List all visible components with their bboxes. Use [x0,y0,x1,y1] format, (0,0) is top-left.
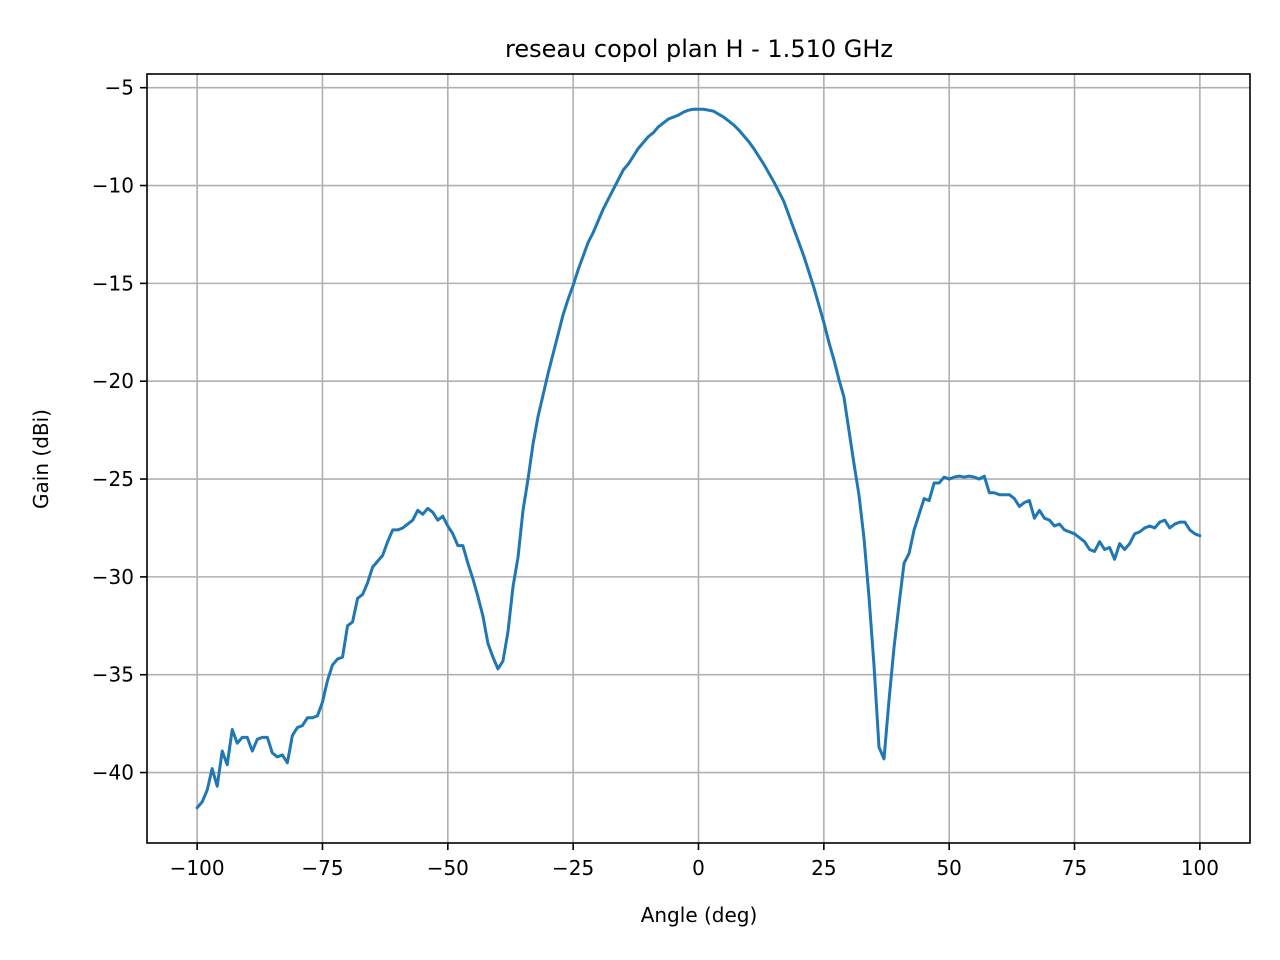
y-axis: −40 −35 −30 −25 −20 −15 −10 −5 [92,76,147,785]
x-tick-label: −100 [170,856,225,880]
y-tick-label: −25 [92,467,134,491]
y-axis-title: Gain (dBi) [29,409,53,509]
series-layer [195,107,1202,810]
y-tick-label: −35 [92,663,134,687]
x-tick-label: −50 [427,856,469,880]
y-tick-label: −30 [92,565,134,589]
y-tick-label: −40 [92,761,134,785]
y-tick-label: −15 [92,271,134,295]
x-tick-label: 25 [811,856,836,880]
y-tick-label: −5 [105,76,134,100]
y-tick-label: −10 [92,174,134,198]
x-axis-title: Angle (deg) [641,903,758,927]
gain-series-line [195,107,1202,810]
x-tick-label: −75 [301,856,343,880]
x-tick-label: 100 [1181,856,1219,880]
x-tick-label: 75 [1062,856,1087,880]
x-axis: −100 −75 −50 −25 0 25 50 75 100 [170,843,1219,880]
y-tick-label: −20 [92,369,134,393]
chart-title: reseau copol plan H - 1.510 GHz [505,35,893,63]
x-tick-label: 50 [936,856,961,880]
x-tick-label: −25 [552,856,594,880]
x-tick-label: 0 [692,856,705,880]
